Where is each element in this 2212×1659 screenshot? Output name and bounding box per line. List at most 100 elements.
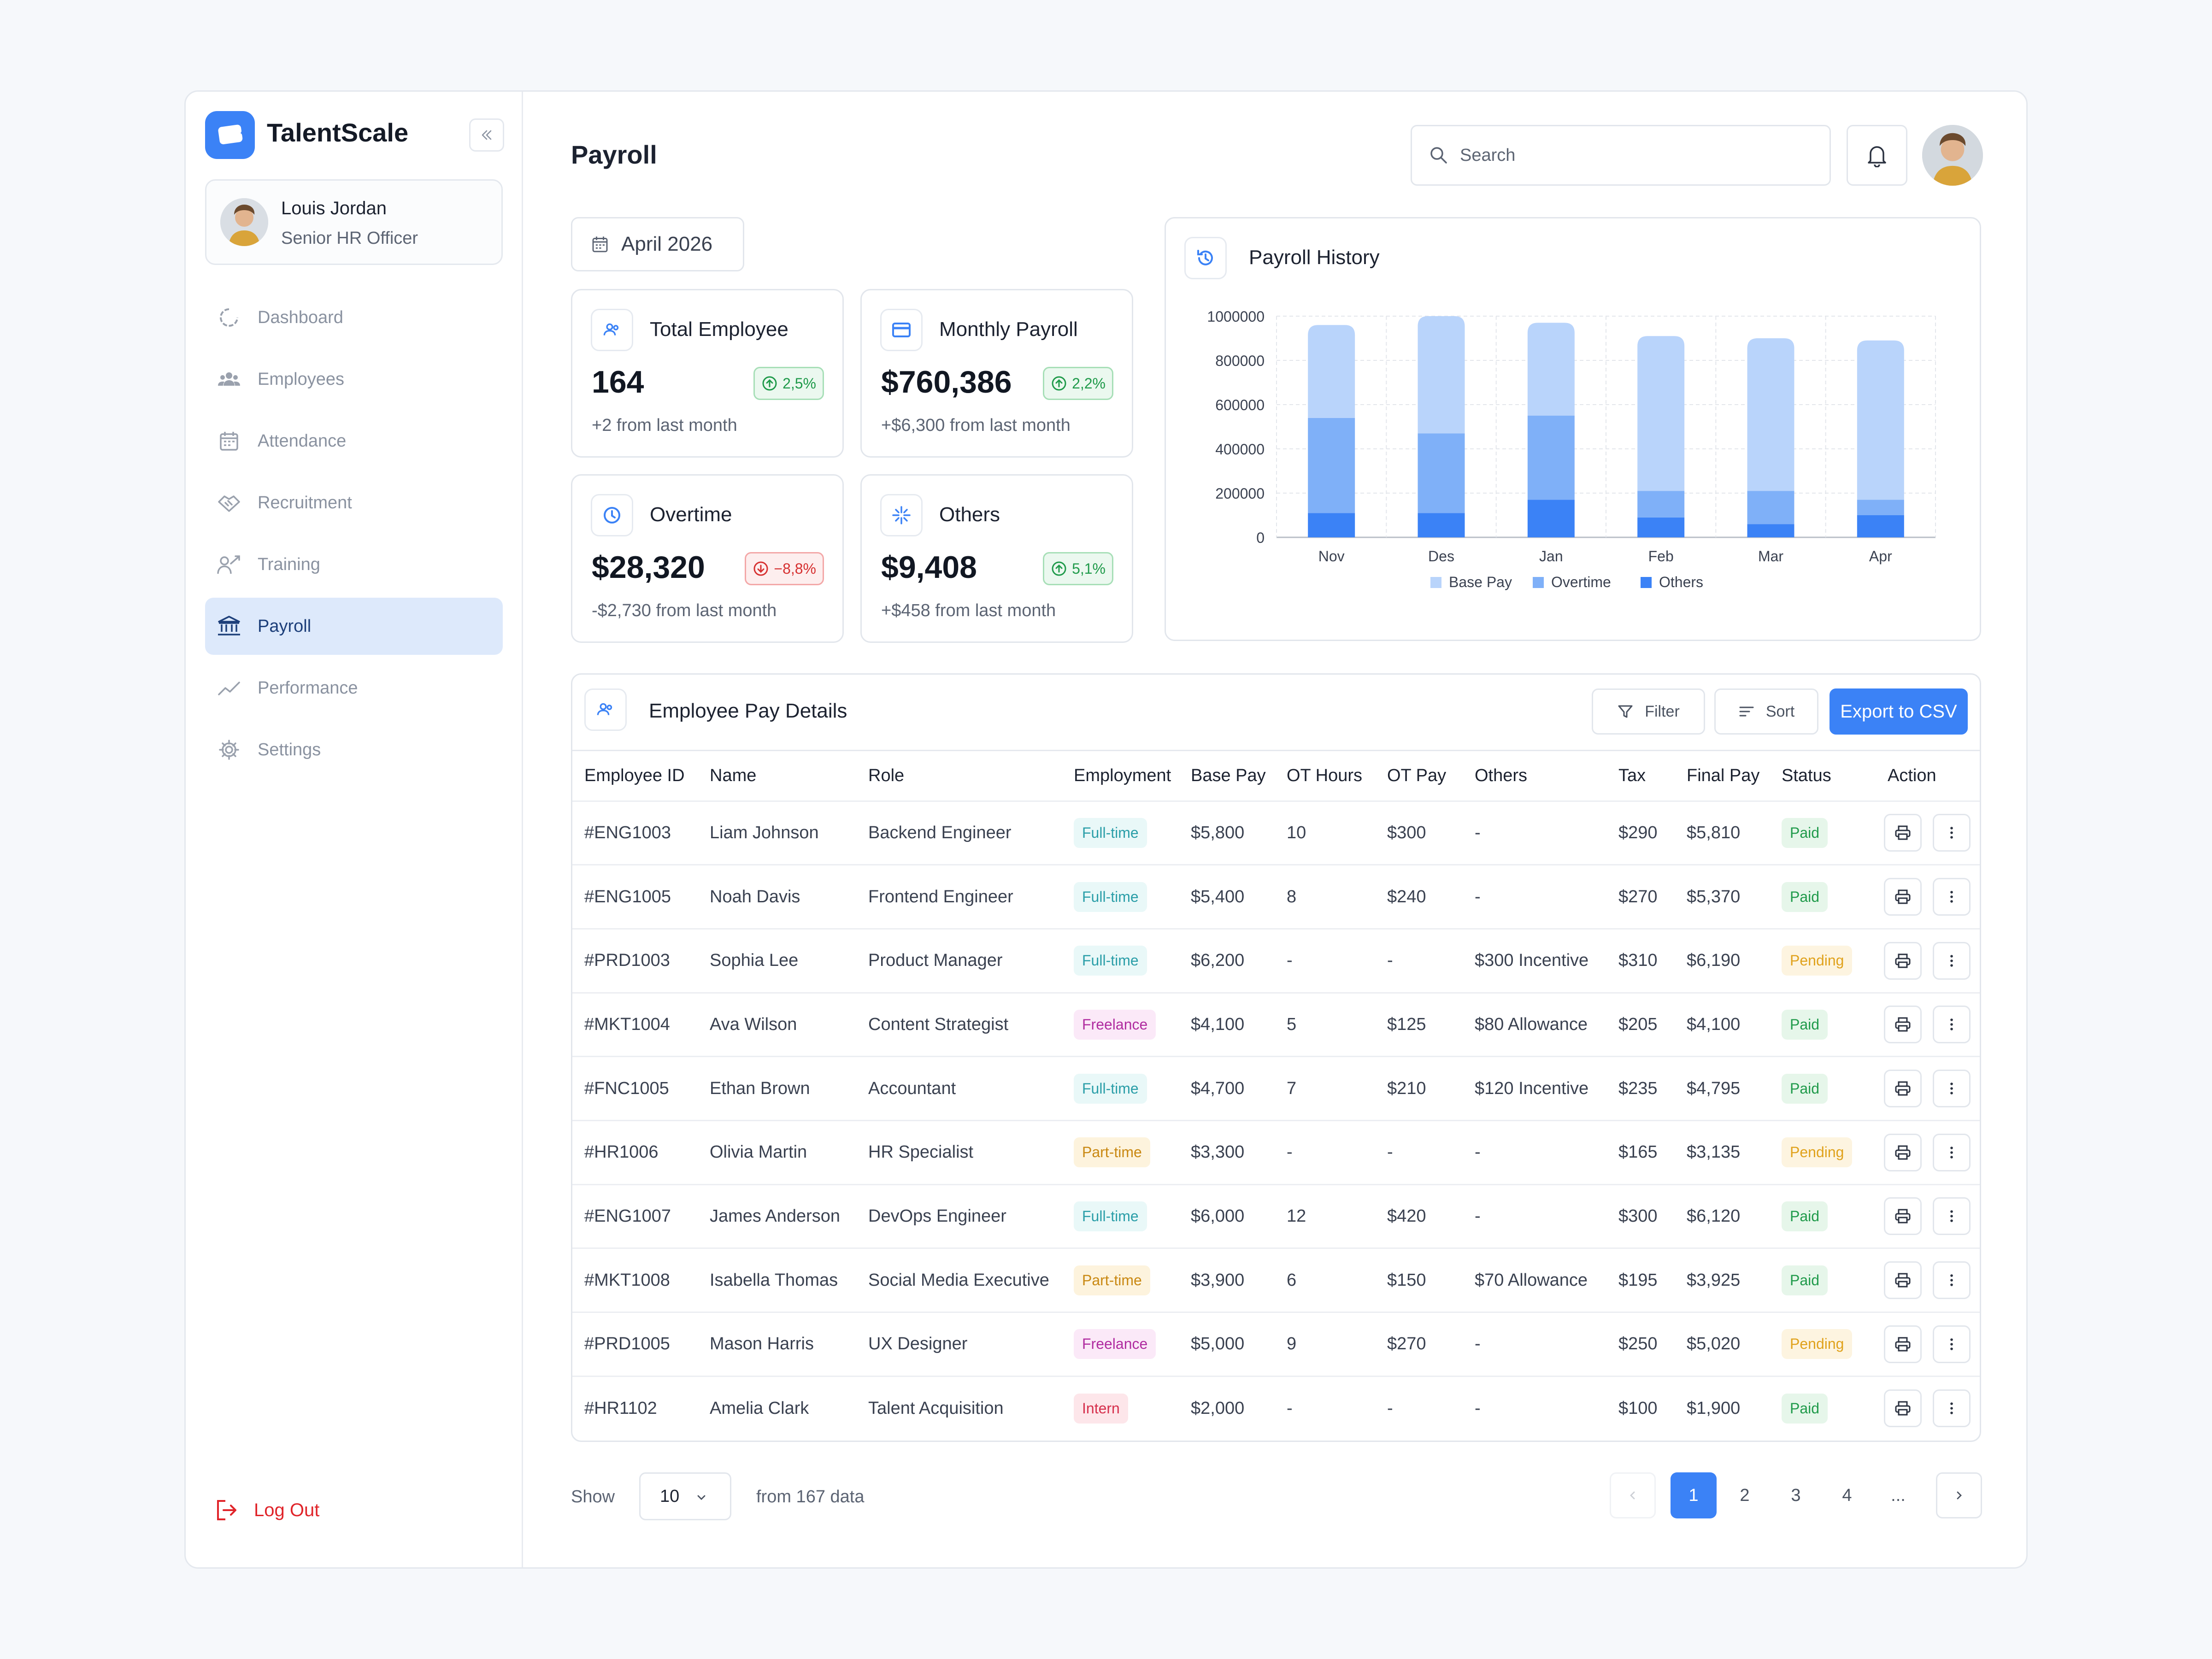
employment-badge: Full-time: [1074, 1073, 1147, 1104]
employment-badge: Freelance: [1074, 1329, 1156, 1359]
cell-employee-id: #ENG1003: [572, 801, 698, 866]
page-button[interactable]: 4: [1842, 1485, 1852, 1505]
column-header: Base Pay: [1179, 751, 1275, 802]
users-icon: [216, 366, 242, 392]
print-button[interactable]: [1884, 941, 1922, 980]
status-badge: Paid: [1782, 818, 1828, 848]
nav-item-attendance[interactable]: Attendance: [205, 412, 503, 470]
print-button[interactable]: [1884, 878, 1922, 916]
table-row[interactable]: #HR1006 Olivia Martin HR Specialist Part-ti…: [572, 1120, 1980, 1185]
table-row[interactable]: #ENG1003 Liam Johnson Backend Engineer Full…: [572, 801, 1980, 866]
print-button[interactable]: [1884, 1389, 1922, 1428]
print-button[interactable]: [1884, 1197, 1922, 1235]
bar-segment: [1418, 433, 1465, 513]
table-row[interactable]: #PRD1005 Mason Harris UX Designer Freelance…: [572, 1312, 1980, 1377]
export-csv-button[interactable]: Export to CSV: [1830, 688, 1968, 735]
filter-button[interactable]: Filter: [1592, 688, 1705, 735]
double-chevron-left-icon: [482, 130, 492, 140]
more-options-button[interactable]: [1933, 1070, 1971, 1108]
table-row[interactable]: #FNC1005 Ethan Brown Accountant Full-time $4…: [572, 1056, 1980, 1121]
cell-employee-id: #PRD1003: [572, 929, 698, 994]
print-button[interactable]: [1884, 1325, 1922, 1363]
employment-badge: Intern: [1074, 1393, 1128, 1424]
printer-icon: [1895, 1145, 1911, 1160]
table-row[interactable]: #MKT1004 Ava Wilson Content Strategist Free…: [572, 993, 1980, 1058]
cell-employment: Full-time: [1062, 1056, 1179, 1121]
nav-item-employees[interactable]: Employees: [205, 351, 503, 408]
more-options-button[interactable]: [1933, 1389, 1971, 1428]
print-button[interactable]: [1884, 1261, 1922, 1300]
cell-status: Pending: [1770, 929, 1876, 994]
profile-avatar[interactable]: [1922, 125, 1983, 186]
page-button[interactable]: 1: [1671, 1472, 1717, 1518]
page-size-select[interactable]: 10: [639, 1472, 731, 1520]
table-row[interactable]: #HR1102 Amelia Clark Talent Acquisition Int…: [572, 1376, 1980, 1440]
period-selector[interactable]: April 2026: [571, 217, 744, 271]
y-tick-label: 400000: [1215, 441, 1265, 458]
stat-subtext: +2 from last month: [592, 416, 737, 435]
logout-button[interactable]: Log Out: [213, 1497, 319, 1523]
nav-item-performance[interactable]: Performance: [205, 659, 503, 717]
more-vertical-icon: [1950, 1402, 1953, 1415]
user-avatar: [220, 198, 268, 246]
cell-status: Paid: [1770, 865, 1876, 930]
page-button[interactable]: 2: [1740, 1485, 1750, 1505]
more-options-button[interactable]: [1933, 1197, 1971, 1235]
sort-button[interactable]: Sort: [1714, 688, 1818, 735]
printer-icon: [1895, 1081, 1911, 1096]
nav-item-dashboard[interactable]: Dashboard: [205, 289, 503, 346]
more-options-button[interactable]: [1933, 941, 1971, 980]
legend-label: Others: [1659, 574, 1703, 590]
collapse-sidebar-button[interactable]: [469, 118, 504, 152]
more-options-button[interactable]: [1933, 1325, 1971, 1363]
print-button[interactable]: [1884, 1133, 1922, 1171]
next-page-button[interactable]: [1936, 1472, 1982, 1518]
page-size-value: 10: [660, 1486, 680, 1506]
user-card[interactable]: Louis Jordan Senior HR Officer: [205, 179, 503, 265]
search-input[interactable]: [1460, 145, 1783, 165]
table-row[interactable]: #ENG1007 James Anderson DevOps Engineer Ful…: [572, 1184, 1980, 1249]
arrow-up-circle-icon: [1052, 376, 1066, 391]
credit-card-icon: [880, 309, 923, 351]
logout-label: Log Out: [254, 1500, 320, 1520]
cell-action: [1876, 929, 1980, 994]
table-row[interactable]: #ENG1005 Noah Davis Frontend Engineer Full-…: [572, 865, 1980, 930]
bar-segment: [1857, 500, 1904, 515]
nav-item-payroll[interactable]: Payroll: [205, 598, 503, 655]
print-button[interactable]: [1884, 814, 1922, 852]
print-button[interactable]: [1884, 1006, 1922, 1044]
more-options-button[interactable]: [1933, 1006, 1971, 1044]
payroll-history-chart: 0 200000 400000 600000 800000 1000000 Nov Des Ja…: [1207, 308, 1936, 590]
stat-value: $28,320: [592, 550, 705, 585]
page-button[interactable]: 3: [1791, 1485, 1801, 1505]
stat-title: Total Employee: [650, 318, 788, 341]
bar-segment: [1747, 338, 1794, 491]
more-options-button[interactable]: [1933, 878, 1971, 916]
nav-item-settings[interactable]: Settings: [205, 721, 503, 778]
nav-item-training[interactable]: Training: [205, 536, 503, 593]
cell-base-pay: $5,000: [1179, 1312, 1275, 1377]
stat-change-badge: 2,5%: [753, 367, 824, 400]
more-options-button[interactable]: [1933, 814, 1971, 852]
notifications-button[interactable]: [1847, 125, 1907, 186]
more-vertical-icon: [1950, 1018, 1953, 1031]
cell-ot-pay: $210: [1375, 1056, 1463, 1121]
nav-item-recruitment[interactable]: Recruitment: [205, 474, 503, 531]
employment-badge: Full-time: [1074, 946, 1147, 976]
cell-role: Talent Acquisition: [868, 1398, 1004, 1418]
search-box[interactable]: [1411, 125, 1831, 186]
prev-page-button[interactable]: [1610, 1472, 1656, 1518]
cell-final-pay: $3,135: [1675, 1120, 1770, 1185]
cell-role: UX Designer: [856, 1312, 1062, 1377]
stat-card-overtime: Overtime $28,320 −8,8% -$2,730 from last…: [571, 474, 844, 643]
cell-ot-hours: 8: [1275, 865, 1375, 930]
table-row[interactable]: #PRD1003 Sophia Lee Product Manager Full-ti…: [572, 929, 1980, 994]
table-row[interactable]: #MKT1008 Isabella Thomas Social Media Exec…: [572, 1248, 1980, 1313]
cell-employment: Full-time: [1062, 801, 1179, 866]
more-options-button[interactable]: [1933, 1261, 1971, 1300]
stat-card-total-employee: Total Employee 164 2,5% +2 from last mon…: [571, 289, 844, 458]
print-button[interactable]: [1884, 1070, 1922, 1108]
more-options-button[interactable]: [1933, 1133, 1971, 1171]
status-badge: Paid: [1782, 1009, 1828, 1040]
printer-icon: [1895, 889, 1911, 904]
